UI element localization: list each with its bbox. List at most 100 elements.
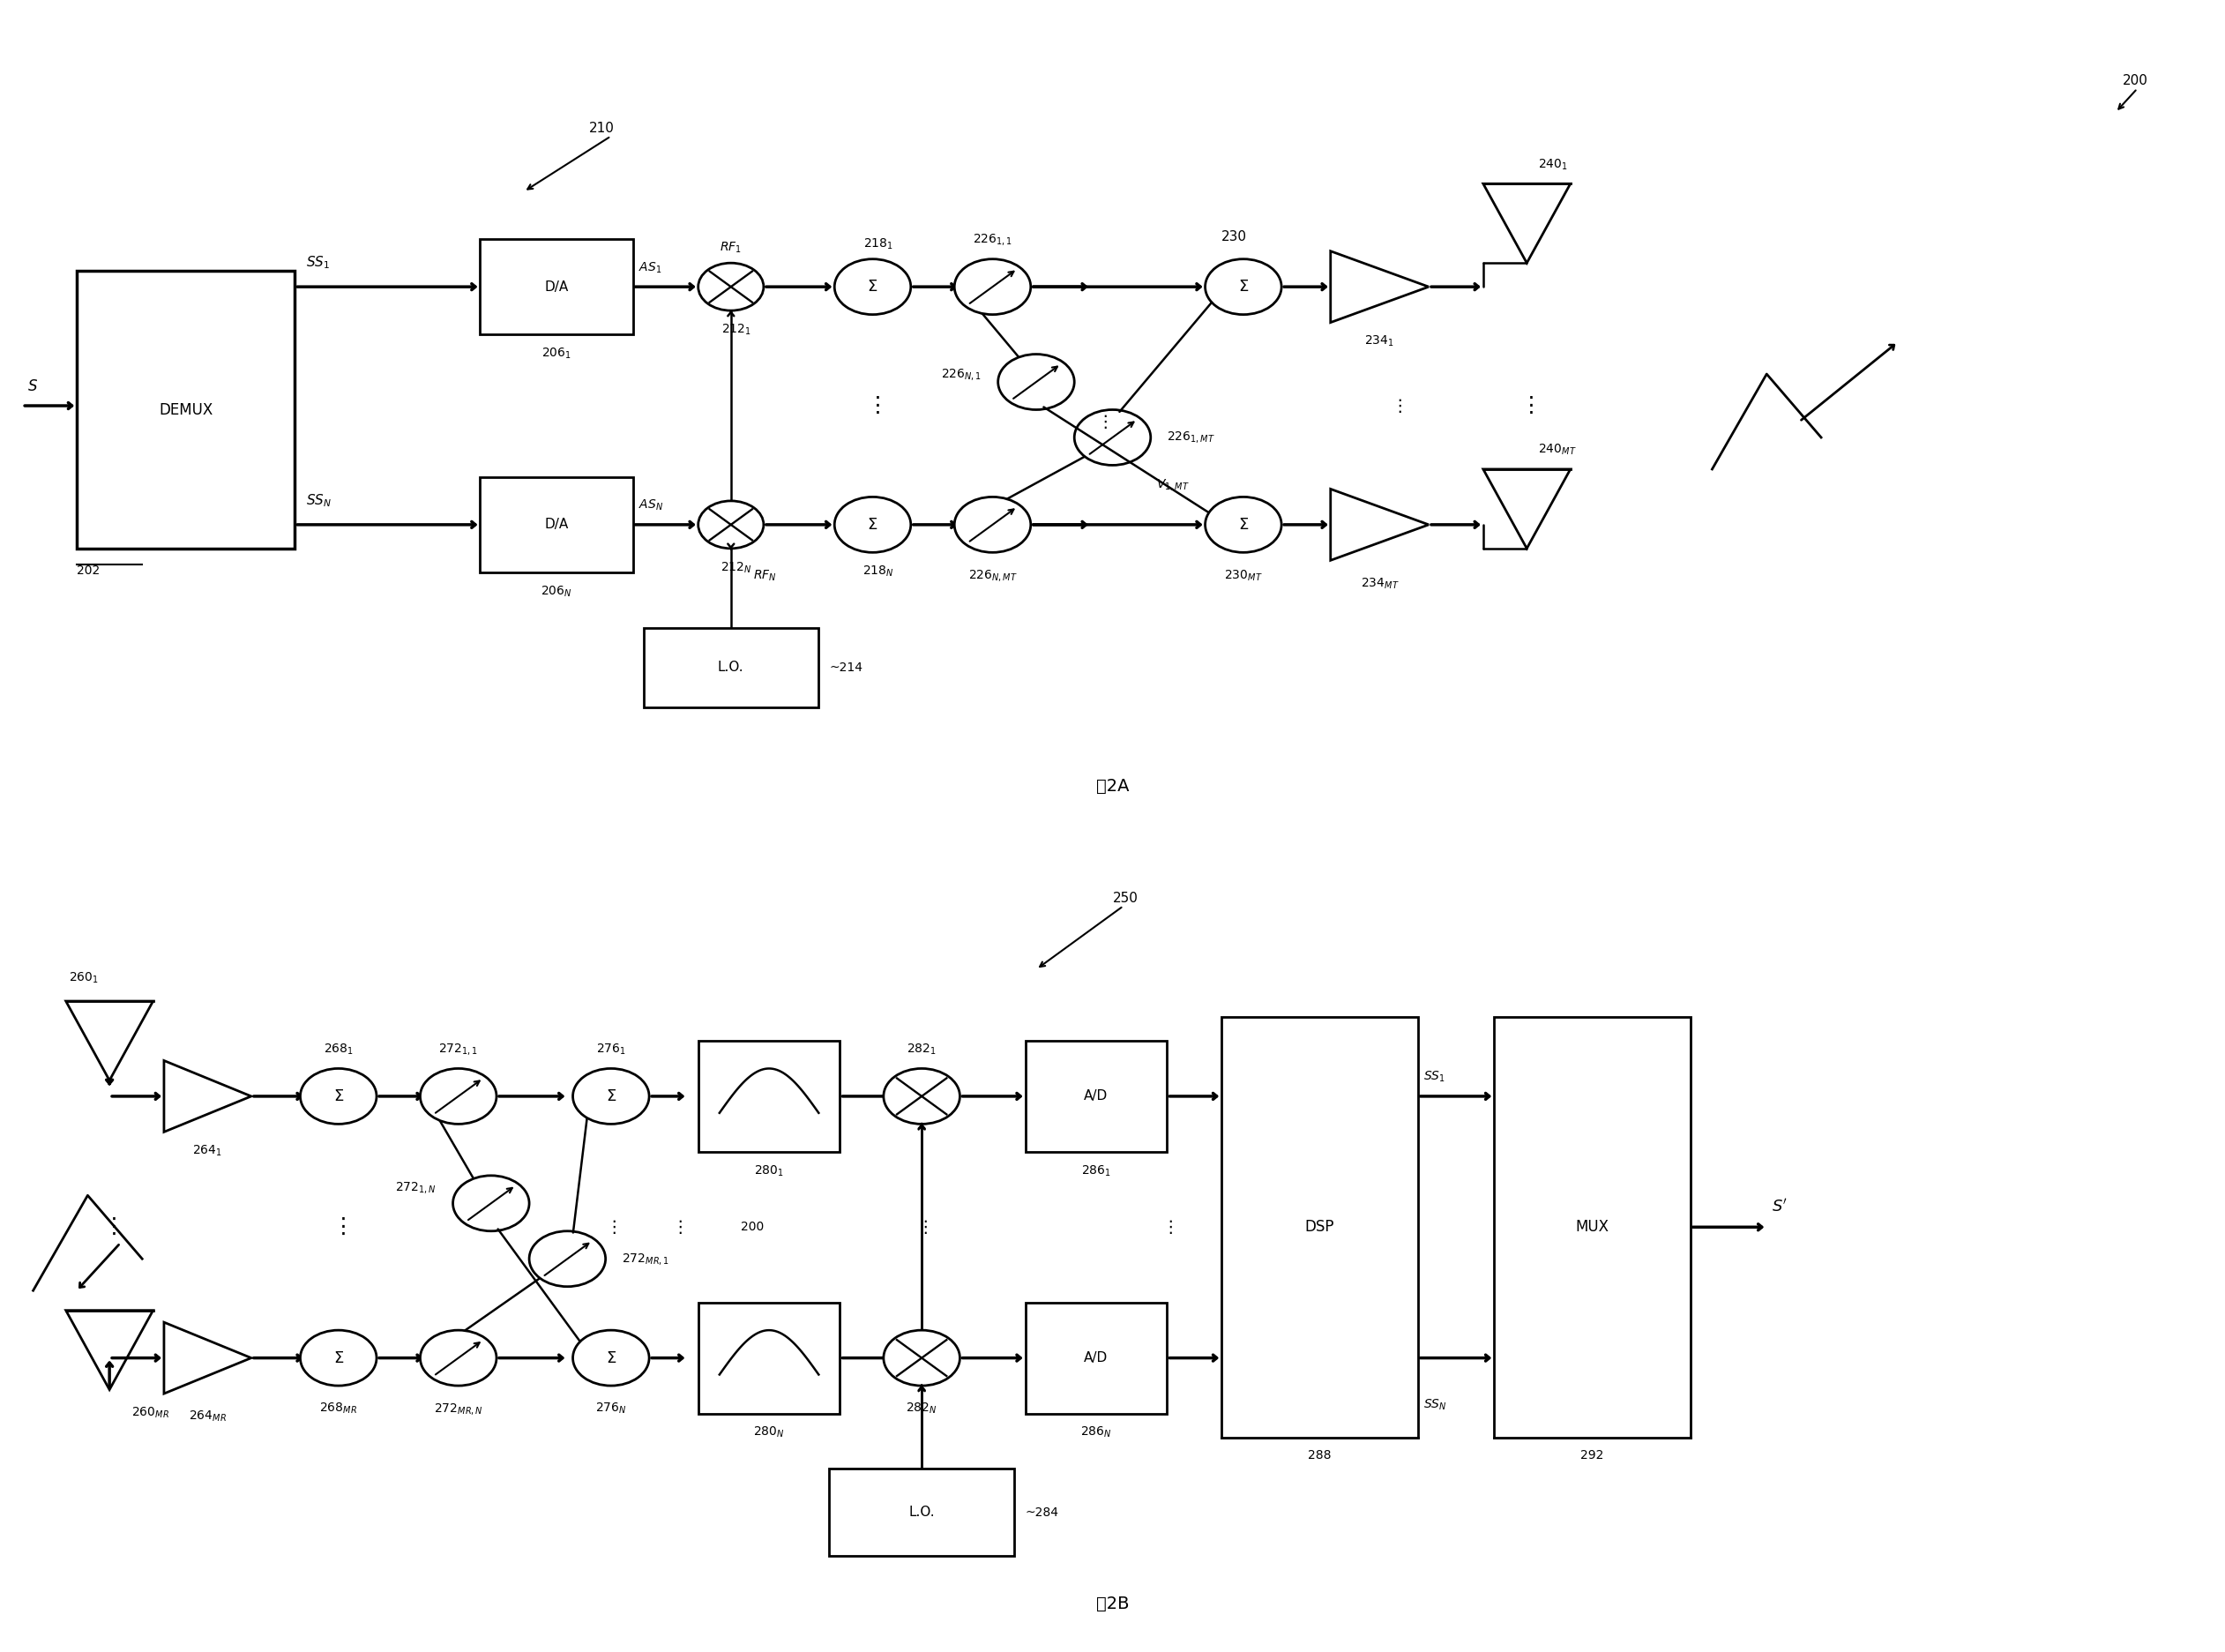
Circle shape [834, 497, 910, 552]
Text: D/A: D/A [545, 281, 570, 294]
Bar [699, 1041, 841, 1151]
Text: $218_N$: $218_N$ [863, 565, 894, 578]
Circle shape [699, 263, 763, 311]
Text: $206_1$: $206_1$ [541, 347, 572, 360]
Text: $260_1$: $260_1$ [69, 971, 98, 985]
Circle shape [883, 1330, 959, 1386]
Text: $280_N$: $280_N$ [754, 1426, 785, 1441]
Bar [1026, 1041, 1168, 1151]
Text: $AS_1$: $AS_1$ [639, 261, 661, 274]
Text: $276_1$: $276_1$ [596, 1042, 625, 1057]
Text: $\vdots$: $\vdots$ [1161, 1218, 1173, 1236]
Circle shape [699, 501, 763, 548]
Text: $240_{MT}$: $240_{MT}$ [1537, 443, 1575, 458]
Text: $218_1$: $218_1$ [863, 236, 892, 251]
Text: $272_{1,1}$: $272_{1,1}$ [438, 1042, 478, 1057]
Circle shape [883, 1069, 959, 1123]
Text: $240_1$: $240_1$ [1537, 157, 1569, 172]
Polygon shape [67, 1310, 154, 1389]
Text: $230_{MT}$: $230_{MT}$ [1224, 568, 1262, 583]
Polygon shape [1484, 469, 1571, 548]
Text: 图2B: 图2B [1097, 1596, 1128, 1612]
Text: $\vdots$: $\vdots$ [917, 1218, 928, 1236]
Bar [830, 1469, 1015, 1556]
Text: $SS_N$: $SS_N$ [1424, 1398, 1446, 1412]
Text: $272_{MR,1}$: $272_{MR,1}$ [623, 1251, 670, 1267]
Text: $276_N$: $276_N$ [596, 1401, 627, 1416]
Text: DEMUX: DEMUX [158, 401, 214, 418]
Text: $268_{MR}$: $268_{MR}$ [320, 1401, 358, 1416]
Circle shape [421, 1330, 496, 1386]
Circle shape [999, 354, 1075, 410]
Text: $\vdots$: $\vdots$ [1520, 395, 1533, 416]
Text: $\vdots$: $\vdots$ [1097, 413, 1108, 431]
Text: $\vdots$: $\vdots$ [670, 1218, 683, 1236]
Circle shape [955, 497, 1030, 552]
Text: A/D: A/D [1084, 1351, 1108, 1365]
Text: MUX: MUX [1575, 1219, 1609, 1236]
Text: $272_{MR,N}$: $272_{MR,N}$ [434, 1401, 483, 1416]
Bar [699, 1302, 841, 1414]
Text: $282_N$: $282_N$ [906, 1401, 937, 1416]
Text: 200: 200 [2123, 74, 2149, 88]
Bar [76, 271, 294, 548]
Text: $280_1$: $280_1$ [754, 1163, 783, 1178]
Text: $RF_1$: $RF_1$ [721, 241, 741, 254]
Text: ~214: ~214 [830, 661, 863, 674]
Text: $\Sigma$: $\Sigma$ [1237, 279, 1248, 294]
Circle shape [300, 1330, 376, 1386]
Text: 210: 210 [590, 122, 614, 135]
Text: D/A: D/A [545, 519, 570, 532]
Bar [481, 240, 632, 334]
Text: $\vdots$: $\vdots$ [332, 1216, 345, 1237]
Circle shape [955, 259, 1030, 314]
Text: $\vdots$: $\vdots$ [866, 395, 879, 416]
Text: 200: 200 [741, 1221, 765, 1234]
Text: A/D: A/D [1084, 1090, 1108, 1104]
Text: 288: 288 [1308, 1449, 1331, 1462]
Text: $S'$: $S'$ [1771, 1198, 1789, 1216]
Text: $260_{MR}$: $260_{MR}$ [131, 1406, 169, 1421]
Text: $226_{N,1}$: $226_{N,1}$ [941, 367, 981, 382]
Text: $\Sigma$: $\Sigma$ [868, 279, 879, 294]
Circle shape [421, 1069, 496, 1123]
Bar [1026, 1302, 1168, 1414]
Text: $286_1$: $286_1$ [1081, 1163, 1110, 1178]
Text: $234_1$: $234_1$ [1364, 334, 1395, 349]
Circle shape [300, 1069, 376, 1123]
Text: $206_N$: $206_N$ [541, 585, 572, 598]
Polygon shape [1484, 183, 1571, 263]
Polygon shape [1331, 251, 1428, 322]
Text: $\vdots$: $\vdots$ [1391, 396, 1402, 415]
Text: $SS_N$: $SS_N$ [305, 492, 332, 509]
Circle shape [454, 1176, 530, 1231]
Circle shape [1206, 497, 1282, 552]
Bar [481, 477, 632, 572]
Text: $\Sigma$: $\Sigma$ [605, 1089, 616, 1104]
Polygon shape [67, 1001, 154, 1080]
Text: $286_N$: $286_N$ [1081, 1426, 1112, 1441]
Circle shape [572, 1330, 650, 1386]
Text: 292: 292 [1580, 1449, 1604, 1462]
Text: $226_{1,MT}$: $226_{1,MT}$ [1166, 430, 1215, 444]
Text: $234_{MT}$: $234_{MT}$ [1359, 577, 1400, 591]
Text: 230: 230 [1222, 230, 1246, 243]
Text: $\Sigma$: $\Sigma$ [1237, 517, 1248, 532]
Text: $S$: $S$ [27, 378, 38, 393]
Text: DSP: DSP [1304, 1219, 1335, 1236]
Text: 250: 250 [1112, 892, 1137, 905]
Text: L.O.: L.O. [719, 661, 743, 674]
Circle shape [1075, 410, 1150, 466]
Text: $\vdots$: $\vdots$ [605, 1218, 616, 1236]
Text: $V_{1,MT}$: $V_{1,MT}$ [1157, 477, 1190, 492]
Text: $RF_N$: $RF_N$ [752, 568, 777, 583]
Text: $212_1$: $212_1$ [721, 322, 752, 337]
Text: $\Sigma$: $\Sigma$ [605, 1350, 616, 1366]
Text: $264_1$: $264_1$ [194, 1143, 222, 1158]
Polygon shape [1331, 489, 1428, 560]
Text: $212_N$: $212_N$ [721, 560, 752, 575]
Text: 202: 202 [76, 565, 100, 577]
Text: $226_{N,MT}$: $226_{N,MT}$ [968, 568, 1017, 583]
Text: $226_{1,1}$: $226_{1,1}$ [972, 233, 1012, 248]
Text: $264_{MR}$: $264_{MR}$ [189, 1409, 227, 1424]
